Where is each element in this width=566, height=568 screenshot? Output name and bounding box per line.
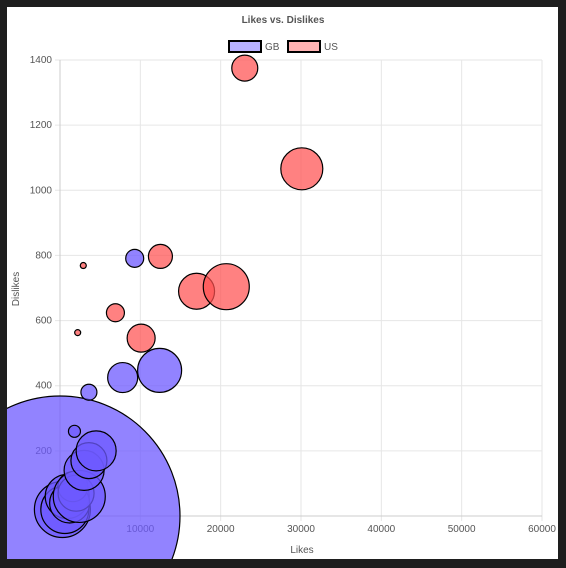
- bubble-us[interactable]: [126, 323, 156, 353]
- bubble-gb[interactable]: [80, 383, 98, 401]
- y-tick-label: 800: [35, 250, 52, 261]
- bubble-us[interactable]: [79, 261, 87, 270]
- bubble-us[interactable]: [231, 54, 259, 82]
- bubble-gb[interactable]: [125, 248, 145, 268]
- bubble-gb[interactable]: [67, 424, 82, 438]
- bubble-gb[interactable]: [137, 347, 183, 394]
- bubble-us[interactable]: [202, 263, 250, 311]
- series-gb: [7, 248, 183, 559]
- y-tick-label: 1400: [30, 55, 53, 66]
- legend: GB US: [228, 40, 338, 53]
- chart-panel: Likes vs. Dislikes GB US 100002000030000…: [7, 7, 558, 559]
- y-tick-label: 1000: [30, 185, 53, 196]
- bubble-us[interactable]: [280, 147, 324, 191]
- bubble-us[interactable]: [74, 329, 82, 337]
- x-tick-label: 30000: [287, 524, 315, 535]
- y-tick-label: 400: [35, 381, 52, 392]
- x-tick-label: 20000: [207, 524, 235, 535]
- x-tick-label: 50000: [448, 524, 476, 535]
- legend-label-gb: GB: [265, 42, 280, 53]
- x-tick-label: 60000: [528, 524, 556, 535]
- y-tick-label: 600: [35, 316, 52, 327]
- chart-title: Likes vs. Dislikes: [242, 15, 325, 26]
- legend-label-us: US: [324, 42, 338, 53]
- legend-swatch-gb: [228, 40, 262, 53]
- x-axis-title: Likes: [290, 545, 313, 556]
- series-us: [74, 54, 324, 353]
- y-tick-label: 1200: [30, 120, 53, 131]
- bubble-gb[interactable]: [107, 361, 139, 394]
- legend-item-us[interactable]: US: [287, 40, 338, 53]
- bubble-chart: Likes vs. Dislikes GB US 100002000030000…: [7, 15, 556, 559]
- legend-item-gb[interactable]: GB: [228, 40, 280, 53]
- plot-area: [7, 54, 324, 559]
- bubble-gb[interactable]: [75, 430, 117, 472]
- bubble-us[interactable]: [105, 303, 126, 323]
- bubble-us[interactable]: [147, 243, 174, 270]
- y-axis-title: Dislikes: [11, 272, 22, 306]
- legend-swatch-us: [287, 40, 321, 53]
- x-tick-label: 40000: [367, 524, 395, 535]
